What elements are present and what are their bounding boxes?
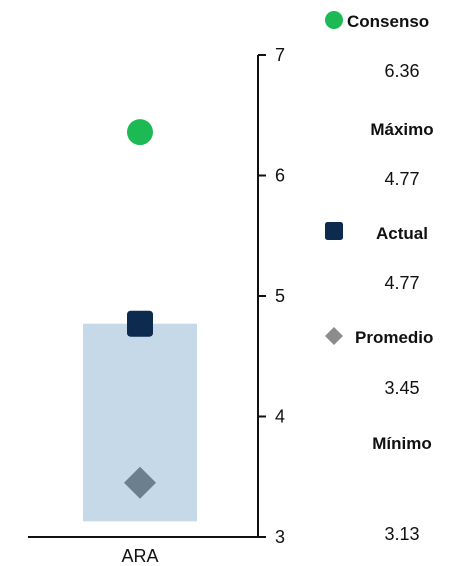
legend-entry-consenso: Consenso 6.36 bbox=[325, 11, 429, 81]
legend-value-actual: 4.77 bbox=[384, 273, 419, 293]
legend-icon-promedio bbox=[325, 327, 343, 345]
legend-entry-maximo: Máximo 4.77 bbox=[370, 120, 433, 189]
legend-entry-actual: Actual 4.77 bbox=[325, 222, 428, 293]
legend: Consenso 6.36 Máximo 4.77 Actual 4.77 Promedio… bbox=[325, 11, 434, 544]
legend-icon-consenso bbox=[325, 11, 343, 29]
y-tick-label-6: 6 bbox=[275, 166, 285, 186]
y-tick-label-5: 5 bbox=[275, 286, 285, 306]
marker-consenso bbox=[127, 119, 153, 146]
y-tick-label-7: 7 bbox=[275, 45, 285, 65]
legend-label-actual: Actual bbox=[376, 224, 428, 243]
legend-entry-promedio: Promedio 3.45 bbox=[325, 327, 433, 398]
legend-value-consenso: 6.36 bbox=[384, 61, 419, 81]
legend-label-consenso: Consenso bbox=[347, 12, 429, 31]
legend-label-promedio: Promedio bbox=[355, 328, 433, 347]
y-tick-label-3: 3 bbox=[275, 527, 285, 547]
legend-icon-actual bbox=[325, 222, 343, 240]
category-label-ara: ARA bbox=[121, 546, 158, 566]
plot-area bbox=[83, 119, 197, 522]
legend-value-maximo: 4.77 bbox=[384, 169, 419, 189]
y-axis: ARA 3 4 5 6 7 bbox=[28, 45, 285, 566]
legend-label-maximo: Máximo bbox=[370, 120, 433, 139]
legend-label-minimo: Mínimo bbox=[372, 434, 432, 453]
y-tick-label-4: 4 bbox=[275, 407, 285, 427]
legend-value-minimo: 3.13 bbox=[384, 524, 419, 544]
legend-value-promedio: 3.45 bbox=[384, 378, 419, 398]
marker-promedio bbox=[124, 466, 156, 499]
legend-entry-minimo: Mínimo 3.13 bbox=[372, 434, 432, 544]
marker-actual bbox=[127, 310, 153, 337]
